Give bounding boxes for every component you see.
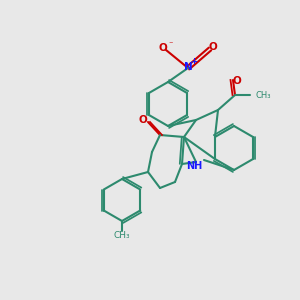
Text: O: O — [232, 76, 242, 86]
Text: O: O — [159, 43, 167, 53]
Text: +: + — [190, 56, 197, 65]
Text: ⁻: ⁻ — [169, 40, 173, 49]
Text: CH₃: CH₃ — [114, 232, 130, 241]
Text: NH: NH — [186, 161, 202, 171]
Text: O: O — [139, 115, 147, 125]
Text: N: N — [184, 62, 192, 72]
Text: O: O — [208, 42, 217, 52]
Text: CH₃: CH₃ — [256, 91, 272, 100]
